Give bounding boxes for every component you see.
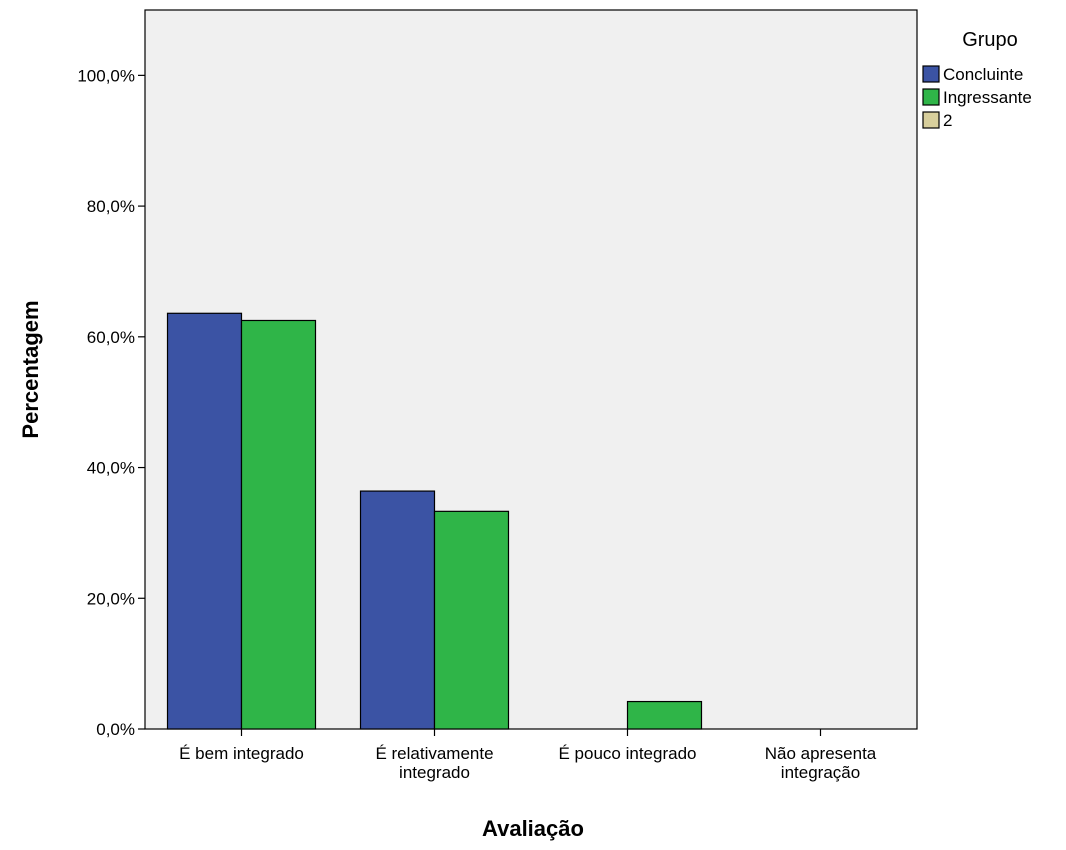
bar-concluinte xyxy=(166,312,243,730)
bar-ingressante xyxy=(433,510,510,730)
legend-swatch xyxy=(922,88,940,106)
bar-concluinte xyxy=(359,490,436,730)
bar-ingressante xyxy=(626,700,703,730)
y-tick-label: 60,0% xyxy=(87,328,135,347)
y-tick-label: 100,0% xyxy=(77,66,135,85)
legend-swatch xyxy=(922,65,940,83)
legend-label: 2 xyxy=(943,111,952,130)
y-tick-label: 80,0% xyxy=(87,197,135,216)
x-axis-title: Avaliação xyxy=(482,816,584,841)
legend-title: Grupo xyxy=(962,29,1018,51)
x-tick-label: É relativamente xyxy=(375,744,493,763)
bar-ingressante xyxy=(240,319,317,730)
legend-label: Ingressante xyxy=(943,88,1032,107)
x-tick-label: É bem integrado xyxy=(179,744,304,763)
legend-swatch xyxy=(922,111,940,129)
x-tick-label: integração xyxy=(781,763,860,782)
y-tick-label: 0,0% xyxy=(96,720,135,739)
x-tick-label: integrado xyxy=(399,763,470,782)
y-tick-label: 20,0% xyxy=(87,589,135,608)
x-tick-label: Não apresenta xyxy=(765,744,877,763)
y-tick-label: 40,0% xyxy=(87,459,135,478)
x-tick-label: É pouco integrado xyxy=(559,744,697,763)
y-axis-title: Percentagem xyxy=(18,300,43,438)
legend-label: Concluinte xyxy=(943,65,1023,84)
